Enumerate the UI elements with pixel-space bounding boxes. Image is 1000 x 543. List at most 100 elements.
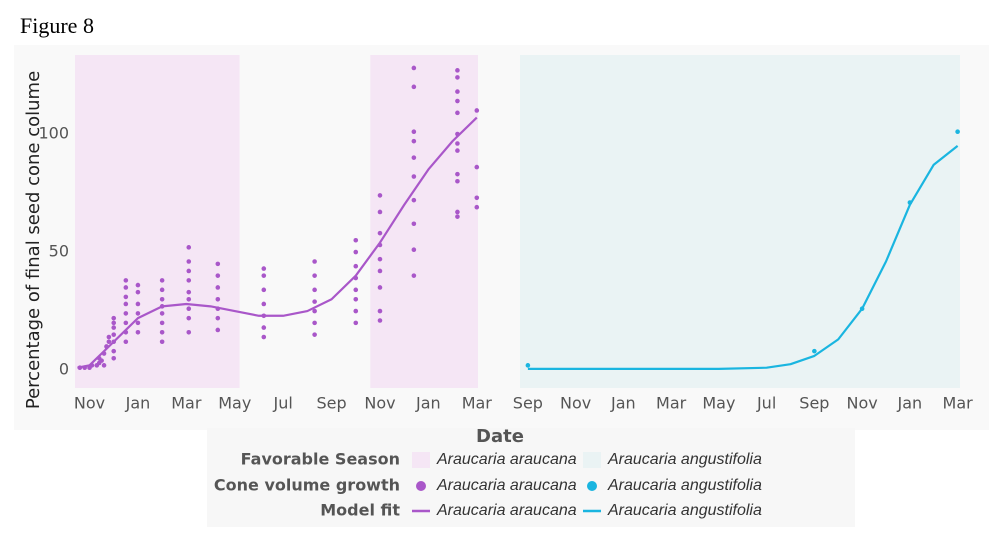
favorable-season <box>520 55 960 388</box>
legend-label: Araucaria angustifolia <box>607 502 762 519</box>
data-point <box>135 289 141 295</box>
y-tick-label: 50 <box>49 242 69 261</box>
legend-label: Araucaria araucana <box>436 451 577 468</box>
x-tick-label: May <box>702 394 735 413</box>
x-tick-label: Jan <box>125 394 151 413</box>
data-point <box>261 273 267 278</box>
model-fit <box>77 116 478 369</box>
data-point <box>474 204 480 210</box>
data-point <box>474 108 480 113</box>
data-point <box>159 320 165 326</box>
data-point <box>123 278 129 283</box>
x-tick-label: Nov <box>74 394 105 413</box>
data-point <box>186 278 192 283</box>
data-point <box>411 273 417 278</box>
data-point <box>455 214 460 219</box>
data-point <box>455 141 460 146</box>
y-tick-label: 0 <box>59 360 69 379</box>
data-point <box>353 237 359 243</box>
data-point <box>353 296 359 302</box>
data-point <box>455 148 460 153</box>
data-point <box>812 348 817 354</box>
data-point <box>353 287 359 293</box>
data-point <box>135 311 141 316</box>
data-point <box>186 296 192 302</box>
model-fit <box>527 144 959 370</box>
x-tick-label: Jan <box>415 394 441 413</box>
data-point <box>455 89 460 94</box>
data-point <box>215 327 221 333</box>
data-point <box>955 129 960 135</box>
data-point <box>411 174 417 179</box>
data-point <box>312 308 317 314</box>
data-point <box>455 178 460 184</box>
data-point <box>411 221 417 227</box>
y-tick-label: 100 <box>38 124 69 143</box>
data-point <box>99 358 104 363</box>
plots: 0 50 100 Nov Jan Mar May Jul Sep Nov Jan Mar Sep Nov J… <box>38 55 973 520</box>
x-tick-label: Nov <box>560 394 591 413</box>
x-tick-label: Mar <box>943 394 974 413</box>
legend-dot <box>416 481 426 491</box>
data-point <box>111 332 117 337</box>
data-point <box>353 308 359 314</box>
data-point <box>159 339 165 345</box>
data-point <box>474 164 480 170</box>
data-point <box>123 311 129 316</box>
data-point <box>215 296 221 302</box>
data-point <box>353 320 359 326</box>
data-point <box>215 273 221 278</box>
data-point <box>111 315 117 321</box>
data-point <box>159 287 165 293</box>
data-point <box>455 98 460 104</box>
x-tick-label: Sep <box>316 394 346 413</box>
x-tick-label: Nov <box>846 394 877 413</box>
data-point <box>353 263 359 269</box>
data-point <box>123 301 129 307</box>
x-tick-label: Jul <box>756 394 776 413</box>
data-point <box>455 209 460 215</box>
data-point <box>186 315 192 321</box>
data-point <box>215 315 221 321</box>
data-point <box>377 268 383 274</box>
x-axis-label: Date <box>476 426 524 447</box>
data-point <box>123 339 129 345</box>
legend-swatch <box>412 452 430 468</box>
data-point <box>312 259 317 264</box>
x-tick-label: Jul <box>272 394 292 413</box>
data-point <box>411 247 417 253</box>
data-point <box>135 330 141 335</box>
legend-label: Araucaria angustifolia <box>607 477 762 494</box>
favorable-season <box>75 55 240 388</box>
data-point <box>261 287 267 293</box>
data-point <box>377 209 383 215</box>
x-tick-label: Mar <box>462 394 493 413</box>
data-point <box>411 65 417 71</box>
data-point <box>123 320 129 326</box>
data-point <box>312 287 317 293</box>
x-tick-label: Mar <box>171 394 202 413</box>
legend-title: Favorable Season <box>241 450 400 469</box>
data-point <box>215 285 221 290</box>
data-point <box>261 301 267 307</box>
x-tick-label: May <box>218 394 251 413</box>
data-point <box>312 332 317 337</box>
data-point <box>215 261 221 267</box>
data-point <box>186 289 192 295</box>
figure-title: Figure 8 <box>20 13 94 38</box>
legend-label: Araucaria araucana <box>436 477 577 494</box>
data-point <box>312 273 317 278</box>
data-point <box>525 363 531 368</box>
data-point <box>377 285 383 290</box>
data-point <box>411 129 417 135</box>
legend-label: Araucaria angustifolia <box>607 451 762 468</box>
data-point <box>123 294 129 300</box>
x-tick-label: Nov <box>364 394 395 413</box>
data-point <box>159 278 165 283</box>
data-point <box>159 311 165 316</box>
data-point <box>312 299 317 304</box>
x-tick-label: Jan <box>897 394 923 413</box>
data-point <box>186 330 192 335</box>
data-point <box>377 256 383 262</box>
